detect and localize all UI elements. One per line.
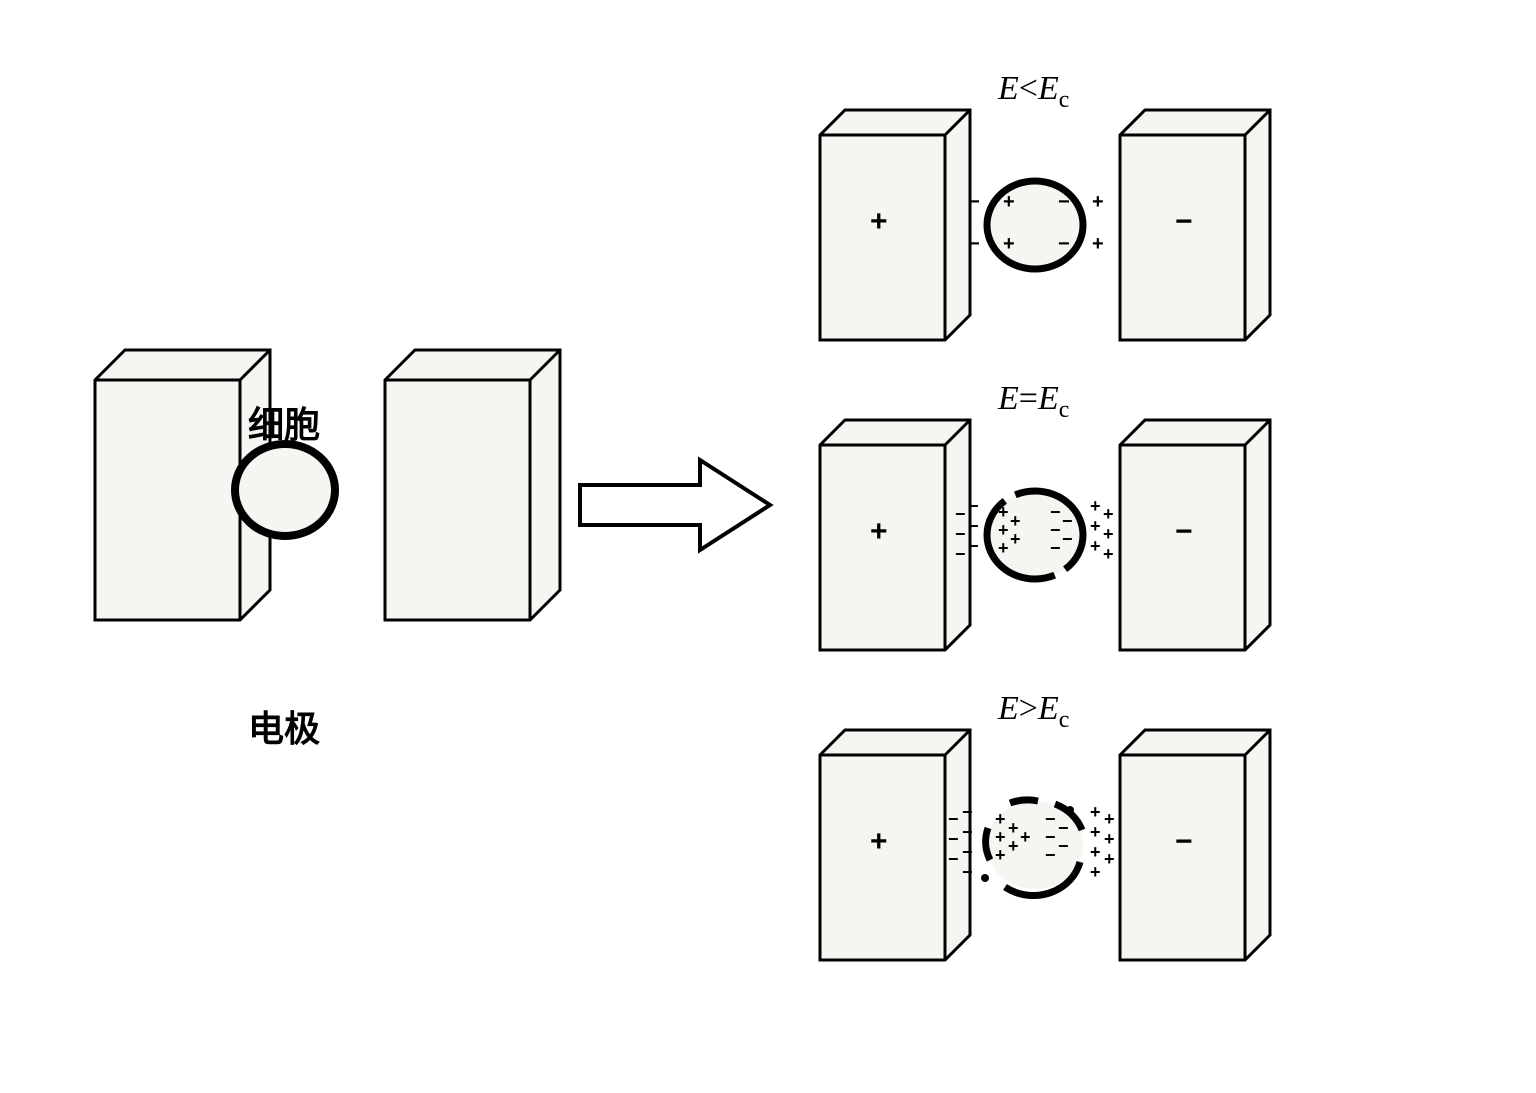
process-arrow [580, 460, 770, 550]
svg-text:−: − [955, 524, 966, 544]
svg-text:−: − [948, 809, 959, 829]
svg-text:−: − [1058, 233, 1070, 255]
svg-text:+: + [1090, 862, 1101, 882]
formula-3-sub: c [1059, 707, 1070, 733]
formula-3-ec: E [1038, 690, 1059, 727]
svg-text:−: − [1045, 845, 1056, 865]
row2-minus-sign: − [1175, 515, 1193, 549]
svg-text:−: − [1050, 502, 1061, 522]
row1-electrode-left [820, 110, 970, 340]
svg-text:−: − [968, 191, 980, 213]
formula-1-sub: c [1059, 87, 1070, 113]
formula-3-e: E [998, 690, 1019, 727]
svg-text:+: + [1090, 802, 1101, 822]
svg-text:−: − [968, 516, 979, 536]
svg-text:−: − [962, 842, 973, 862]
svg-text:+: + [995, 845, 1006, 865]
svg-text:−: − [968, 233, 980, 255]
row3-minus-sign: − [1175, 825, 1193, 859]
svg-text:−: − [1062, 511, 1073, 531]
svg-text:−: − [1050, 520, 1061, 540]
formula-2-e: E [998, 380, 1019, 417]
electrode-label: 电极 [248, 700, 320, 752]
svg-text:+: + [998, 520, 1009, 540]
svg-text:+: + [1090, 822, 1101, 842]
svg-text:+: + [1103, 524, 1114, 544]
row1-plus-sign: + [870, 205, 888, 239]
formula-1-ec: E [1038, 70, 1059, 107]
svg-text:+: + [1092, 233, 1104, 255]
svg-text:+: + [1003, 191, 1015, 213]
svg-text:+: + [1103, 544, 1114, 564]
formula-1-op: < [1019, 70, 1038, 107]
svg-text:−: − [1050, 538, 1061, 558]
svg-text:+: + [1008, 818, 1019, 838]
svg-text:−: − [962, 802, 973, 822]
svg-text:−: − [948, 829, 959, 849]
svg-text:+: + [995, 827, 1006, 847]
svg-text:+: + [1104, 829, 1115, 849]
row2-electrode-right [1120, 420, 1270, 650]
svg-text:−: − [1058, 818, 1069, 838]
formula-3: E>Ec [998, 690, 1069, 734]
svg-text:+: + [1092, 191, 1104, 213]
svg-text:+: + [1104, 849, 1115, 869]
svg-text:−: − [1045, 809, 1056, 829]
formula-2: E=Ec [998, 380, 1069, 424]
row3-electrode-right [1120, 730, 1270, 960]
diagram-svg: −− ++ −− ++ −−− −−− +++ ++ −−− −− ++ [0, 0, 1536, 1088]
svg-text:+: + [1090, 842, 1101, 862]
svg-text:+: + [1003, 233, 1015, 255]
formula-1: E<Ec [998, 70, 1069, 114]
formula-2-op: = [1019, 380, 1038, 417]
svg-text:+: + [1020, 827, 1031, 847]
svg-text:+: + [1090, 536, 1101, 556]
svg-text:−: − [968, 536, 979, 556]
formula-3-op: > [1019, 690, 1038, 727]
svg-text:−: − [962, 862, 973, 882]
svg-text:+: + [998, 538, 1009, 558]
svg-text:+: + [1008, 836, 1019, 856]
svg-text:−: − [948, 849, 959, 869]
svg-text:+: + [1010, 511, 1021, 531]
row3-plus-sign: + [870, 825, 888, 859]
svg-text:−: − [955, 544, 966, 564]
row1-electrode-right [1120, 110, 1270, 340]
svg-text:−: − [962, 822, 973, 842]
row1-minus-sign: − [1175, 205, 1193, 239]
cell-initial [235, 444, 335, 536]
svg-text:+: + [995, 809, 1006, 829]
svg-text:+: + [998, 502, 1009, 522]
formula-2-ec: E [1038, 380, 1059, 417]
row2-plus-sign: + [870, 515, 888, 549]
left-electrode-plate-2 [385, 350, 560, 620]
cell-label: 细胞 [248, 396, 320, 448]
formula-2-sub: c [1059, 397, 1070, 423]
electroporation-diagram: −− ++ −− ++ −−− −−− +++ ++ −−− −− ++ [0, 0, 1536, 1088]
svg-text:−: − [955, 504, 966, 524]
formula-1-e: E [998, 70, 1019, 107]
svg-text:−: − [1058, 191, 1070, 213]
svg-text:+: + [1010, 529, 1021, 549]
svg-text:−: − [1045, 827, 1056, 847]
svg-text:−: − [1058, 836, 1069, 856]
svg-text:+: + [1104, 809, 1115, 829]
svg-text:+: + [1090, 516, 1101, 536]
row2-electrode-left [820, 420, 970, 650]
svg-text:+: + [1103, 504, 1114, 524]
svg-text:−: − [1062, 529, 1073, 549]
svg-text:−: − [968, 496, 979, 516]
svg-text:+: + [1090, 496, 1101, 516]
